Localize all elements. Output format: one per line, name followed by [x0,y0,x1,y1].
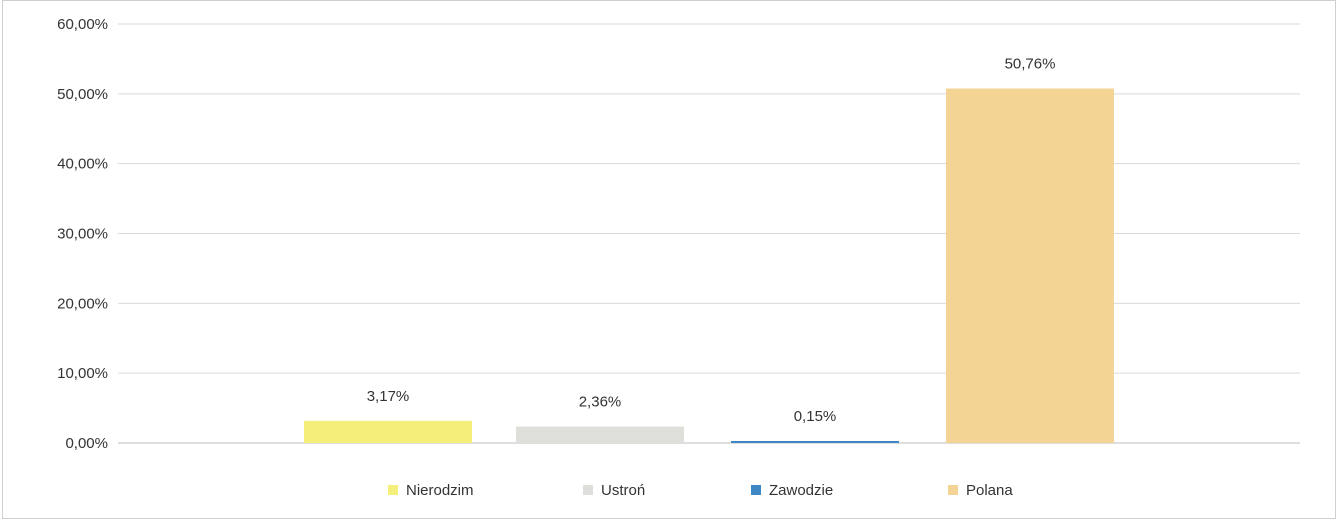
y-tick-label: 10,00% [57,365,108,382]
bar-ustro- [516,426,684,443]
bars [304,88,1114,443]
legend-swatch-polana [948,485,958,495]
data-labels: 3,17% 2,36% 0,15% 50,76% [367,56,1056,425]
legend-label-polana: Polana [966,482,1013,499]
bar-nierodzim [304,420,472,443]
data-label-zawodzie: 0,15% [794,408,837,425]
legend-swatch-nierodzim [388,485,398,495]
y-tick-label: 60,00% [57,16,108,33]
bar-polana [946,88,1114,443]
legend-label-zawodzie: Zawodzie [769,482,833,499]
legend-swatch-zawodzie [751,485,761,495]
data-label-ustro-: 2,36% [579,394,622,411]
legend: Nierodzim Ustroń Zawodzie Polana [388,482,1013,499]
y-axis-ticks: 0,00% 10,00% 20,00% 30,00% 40,00% 50,00% 60,00… [57,16,108,452]
legend-label-ustro-: Ustroń [601,482,645,499]
y-tick-label: 50,00% [57,86,108,103]
y-tick-label: 30,00% [57,226,108,243]
data-label-polana: 50,76% [1005,56,1056,73]
y-tick-label: 40,00% [57,156,108,173]
gridlines [118,23,1300,444]
y-tick-label: 0,00% [65,435,108,452]
legend-label-nierodzim: Nierodzim [406,482,474,499]
data-label-nierodzim: 3,17% [367,388,410,405]
y-tick-label: 20,00% [57,295,108,312]
legend-swatch-ustro- [583,485,593,495]
bar-zawodzie [731,441,899,443]
